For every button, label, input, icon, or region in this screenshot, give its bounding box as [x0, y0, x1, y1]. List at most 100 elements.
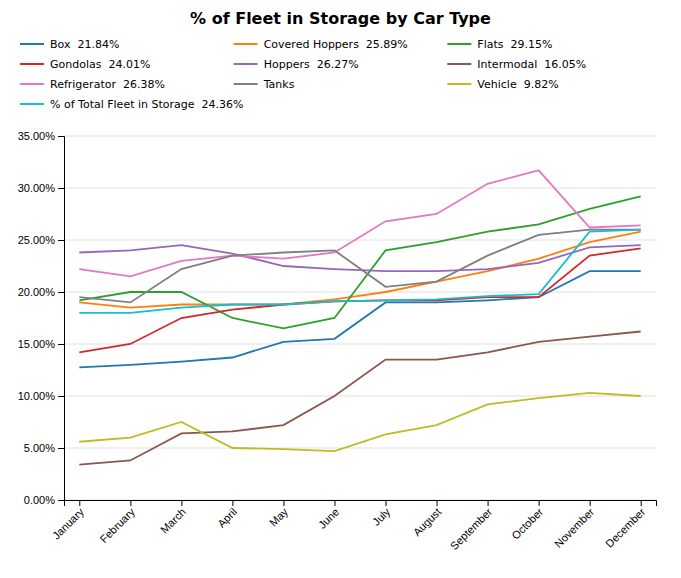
legend-swatch	[20, 103, 44, 105]
x-tick-label: January	[50, 505, 87, 542]
x-tick-label: August	[411, 506, 444, 539]
legend-swatch	[447, 43, 471, 45]
x-tick-label: March	[158, 506, 188, 536]
legend-label: Gondolas 24.01%	[50, 58, 150, 71]
series-line	[79, 230, 640, 303]
legend-label: Box 21.84%	[50, 38, 119, 51]
x-tick: February	[97, 500, 137, 545]
legend-item: Flats 29.15%	[447, 38, 552, 51]
y-tick: 5.00%	[24, 442, 64, 454]
legend-swatch	[20, 83, 44, 85]
x-tick-mark	[386, 500, 387, 506]
legend-label: Hoppers 26.27%	[264, 58, 359, 71]
x-tick: October	[509, 500, 545, 542]
y-tick-label: 10.00%	[18, 390, 56, 402]
y-axis-line	[58, 137, 65, 501]
legend-item: Refrigerator 26.38%	[20, 78, 165, 91]
legend-item: Hoppers 26.27%	[234, 58, 359, 71]
y-tick-mark	[58, 136, 64, 137]
y-tick-mark	[58, 448, 64, 449]
y-tick-mark	[58, 188, 64, 189]
x-tick-label: September	[448, 505, 495, 552]
x-tick-mark	[488, 500, 489, 506]
x-tick-label: November	[552, 505, 597, 550]
y-tick-label: 15.00%	[18, 338, 56, 350]
x-tick-label: October	[509, 505, 545, 541]
legend-swatch	[234, 63, 258, 65]
x-tick-mark	[334, 500, 335, 506]
grid-line	[64, 188, 656, 189]
x-tick: March	[158, 500, 188, 536]
series-line	[79, 332, 640, 465]
x-tick-label: July	[370, 505, 393, 528]
y-tick-mark	[58, 292, 64, 293]
legend-swatch	[447, 83, 471, 85]
x-tick-mark	[590, 500, 591, 506]
x-tick: September	[448, 500, 495, 552]
x-tick: January	[50, 500, 87, 542]
legend-label: Refrigerator 26.38%	[50, 78, 165, 91]
legend-item: Gondolas 24.01%	[20, 58, 150, 71]
legend-swatch	[20, 63, 44, 65]
legend-label: Tanks	[263, 78, 295, 91]
x-tick-label: February	[97, 505, 137, 545]
y-tick-label: 5.00%	[24, 442, 55, 454]
legend-swatch	[234, 43, 258, 45]
y-tick: 0.00%	[24, 494, 64, 506]
y-tick-label: 35.00%	[18, 130, 56, 142]
x-tick: July	[370, 500, 393, 528]
y-tick-label: 20.00%	[18, 286, 56, 298]
legend-item: Tanks	[234, 78, 295, 91]
x-tick-mark	[79, 500, 80, 506]
legend-item: Intermodal 16.05%	[447, 58, 586, 71]
x-tick-mark	[181, 500, 182, 506]
legend-item: % of Total Fleet in Storage 24.36%	[20, 98, 243, 111]
series-lines	[79, 170, 640, 464]
y-tick: 30.00%	[18, 182, 64, 194]
x-tick: June	[316, 500, 341, 531]
series-line	[79, 245, 640, 271]
y-axis: 0.00% 5.00% 10.00% 15.00% 20.00% 25.00% 30.00%…	[18, 130, 65, 506]
legend-item: Vehicle 9.82%	[447, 78, 558, 91]
x-tick-mark	[539, 500, 540, 506]
grid-line	[64, 240, 656, 241]
y-tick-label: 0.00%	[24, 494, 55, 506]
y-tick-mark	[58, 500, 64, 501]
x-tick: December	[603, 500, 648, 550]
y-tick: 10.00%	[18, 390, 64, 402]
legend-item: Covered Hoppers 25.89%	[234, 38, 408, 51]
series-line	[79, 393, 640, 451]
x-axis-line	[65, 501, 657, 507]
x-tick: November	[552, 500, 597, 550]
title: % of Fleet in Storage by Car Type	[190, 9, 491, 28]
legend-swatch	[20, 43, 44, 45]
y-tick-mark	[58, 344, 64, 345]
series-line	[79, 196, 640, 328]
x-tick-mark	[641, 500, 642, 506]
x-tick-label: June	[316, 506, 341, 531]
x-tick-label: December	[603, 505, 648, 550]
y-tick-mark	[58, 396, 64, 397]
y-tick: 25.00%	[18, 234, 64, 246]
legend-label: Intermodal 16.05%	[477, 58, 586, 71]
x-tick-mark	[130, 500, 131, 506]
y-tick-label: 30.00%	[18, 182, 56, 194]
grid-line	[64, 136, 656, 137]
series-line	[79, 230, 640, 313]
grid-line	[64, 344, 656, 345]
plot: 0.00% 5.00% 10.00% 15.00% 20.00% 25.00% 30.00%…	[18, 130, 657, 552]
y-tick: 20.00%	[18, 286, 64, 298]
legend-swatch	[234, 83, 258, 85]
legend-item: Box 21.84%	[20, 38, 119, 51]
x-tick: April	[215, 500, 239, 530]
legend-label: % of Total Fleet in Storage 24.36%	[50, 98, 243, 111]
legend-label: Vehicle 9.82%	[477, 78, 558, 91]
chart: % of Fleet in Storage by Car Type Box 21.…	[0, 0, 681, 578]
y-tick: 15.00%	[18, 338, 64, 350]
x-axis: JanuaryFebruaryMarchAprilMayJuneJulyAugu…	[50, 500, 657, 552]
x-tick-label: April	[215, 506, 239, 530]
x-tick-mark	[232, 500, 233, 506]
legend-label: Covered Hoppers 25.89%	[264, 38, 408, 51]
y-tick-mark	[58, 240, 64, 241]
y-tick: 35.00%	[18, 130, 64, 142]
